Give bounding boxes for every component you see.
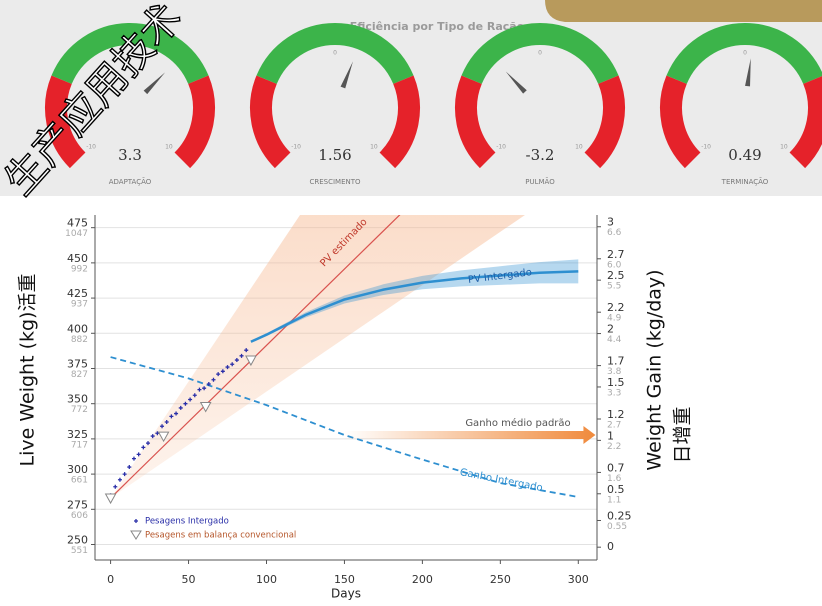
y2-tick-label: 1.5 (607, 376, 625, 389)
y-tick-label: 425 (67, 287, 88, 300)
y2-tick-label: 1 (607, 429, 614, 442)
x-tick-label: 200 (412, 573, 433, 586)
gauge-tick-label: -10 (86, 143, 96, 150)
panel-title: Eficiência por Tipo de Ração (350, 20, 525, 33)
x-tick-label: 50 (182, 573, 196, 586)
triangle-point (106, 494, 116, 503)
gauge-tick-label: 10 (575, 143, 583, 150)
photo (545, 0, 822, 22)
y2-tick-label: 0.7 (607, 461, 625, 474)
gauge-tick-label: -10 (701, 143, 711, 150)
y2-tick-label: 0 (607, 540, 614, 553)
series-label: Ganho Intergado (459, 467, 544, 494)
y2-tick-secondary-label: 6.6 (607, 228, 622, 238)
y2-tick-label: 2 (607, 323, 614, 336)
y-tick-label: 325 (67, 428, 88, 441)
y-tick-label: 275 (67, 498, 88, 511)
y-tick-label: 450 (67, 252, 88, 265)
gauge-label: TERMINAÇÃO (721, 177, 769, 186)
x-tick-label: 300 (568, 573, 589, 586)
y-tick-label: 350 (67, 393, 88, 406)
legend-marker (131, 531, 141, 539)
gauge-label: PULMÃO (525, 177, 555, 186)
gauge-tick-label: 10 (780, 143, 788, 150)
y-tick-label: 300 (67, 463, 88, 476)
gauge-tick-label: -10 (291, 143, 301, 150)
y-tick-label: 400 (67, 322, 88, 335)
legend-label: Pesagens em balança convencional (145, 531, 296, 541)
series-line (111, 208, 407, 498)
x-axis-label: Days (331, 587, 361, 601)
gauge-tick-label: 0 (538, 50, 542, 57)
gauge-value: 0.49 (728, 146, 761, 164)
y2-tick-secondary-label: 6.0 (607, 260, 622, 270)
y2-axis-label: Weight Gain (kg/day) (644, 269, 666, 470)
gauge-tick-label: 0 (743, 50, 747, 57)
x-tick-label: 250 (490, 573, 511, 586)
y-tick-label: 375 (67, 357, 88, 370)
x-tick-label: 100 (256, 573, 277, 586)
y2-tick-label: 2.5 (607, 269, 625, 282)
plus-point (118, 478, 122, 482)
gauge-tick-label: 10 (165, 143, 173, 150)
y-tick-secondary-label: 551 (71, 546, 88, 556)
legend-label: Pesagens Intergado (145, 517, 229, 527)
estimate-band (111, 215, 525, 498)
y2-tick-secondary-label: 1.6 (607, 474, 622, 484)
y-tick-secondary-label: 937 (71, 300, 88, 310)
y2-tick-secondary-label: 4.4 (607, 335, 622, 345)
y2-tick-label: 2.2 (607, 301, 625, 314)
y-tick-secondary-label: 1047 (65, 229, 88, 239)
y2-tick-label: 2.7 (607, 248, 625, 261)
legend-marker (134, 519, 138, 523)
plus-point (132, 457, 136, 461)
y2-tick-secondary-label: 3.8 (607, 367, 622, 377)
page: Eficiência por Tipo de Ração -100103.3AD… (0, 0, 822, 602)
y2-axis-label-cn: 日增重 (672, 406, 694, 463)
y-tick-secondary-label: 661 (71, 476, 88, 486)
y-tick-label: 250 (67, 534, 88, 547)
y2-tick-secondary-label: 4.9 (607, 314, 622, 324)
gauge-tick-label: -10 (496, 143, 506, 150)
y2-tick-label: 1.2 (607, 408, 625, 421)
y-tick-secondary-label: 606 (71, 511, 88, 521)
y-tick-label: 475 (67, 217, 88, 230)
y2-tick-label: 0.25 (607, 509, 632, 522)
y2-tick-secondary-label: 0.55 (607, 522, 627, 532)
x-tick-label: 0 (107, 573, 114, 586)
y-tick-secondary-label: 827 (71, 370, 88, 380)
gauge-value: 3.3 (118, 146, 142, 164)
gauge-label: ADAPTAÇÃO (109, 177, 152, 186)
gauge-tick-label: 0 (333, 50, 337, 57)
y2-tick-label: 3 (607, 216, 614, 229)
y-tick-secondary-label: 992 (71, 264, 88, 274)
gauge-tick-label: 10 (370, 143, 378, 150)
gauge-value: -3.2 (526, 146, 555, 164)
y2-tick-secondary-label: 5.5 (607, 282, 621, 292)
y2-tick-label: 0.5 (607, 483, 625, 496)
y-tick-secondary-label: 772 (71, 405, 88, 415)
gauge-value: 1.56 (318, 146, 351, 164)
main-chart: 2505512756063006613257173507723758274008… (17, 208, 694, 601)
y2-tick-secondary-label: 3.3 (607, 388, 621, 398)
y2-tick-label: 1.7 (607, 355, 625, 368)
y-tick-secondary-label: 882 (71, 335, 88, 345)
gauge-label: CRESCIMENTO (309, 178, 361, 186)
y2-tick-secondary-label: 2.2 (607, 442, 621, 452)
y2-tick-secondary-label: 2.7 (607, 421, 621, 431)
x-tick-label: 150 (334, 573, 355, 586)
y-axis-label: Live Weight (kg)活重 (17, 274, 39, 467)
plus-point (113, 485, 117, 489)
y2-tick-secondary-label: 1.1 (607, 495, 621, 505)
y-tick-secondary-label: 717 (71, 440, 88, 450)
annotation-text: Ganho médio padrão (465, 417, 570, 429)
